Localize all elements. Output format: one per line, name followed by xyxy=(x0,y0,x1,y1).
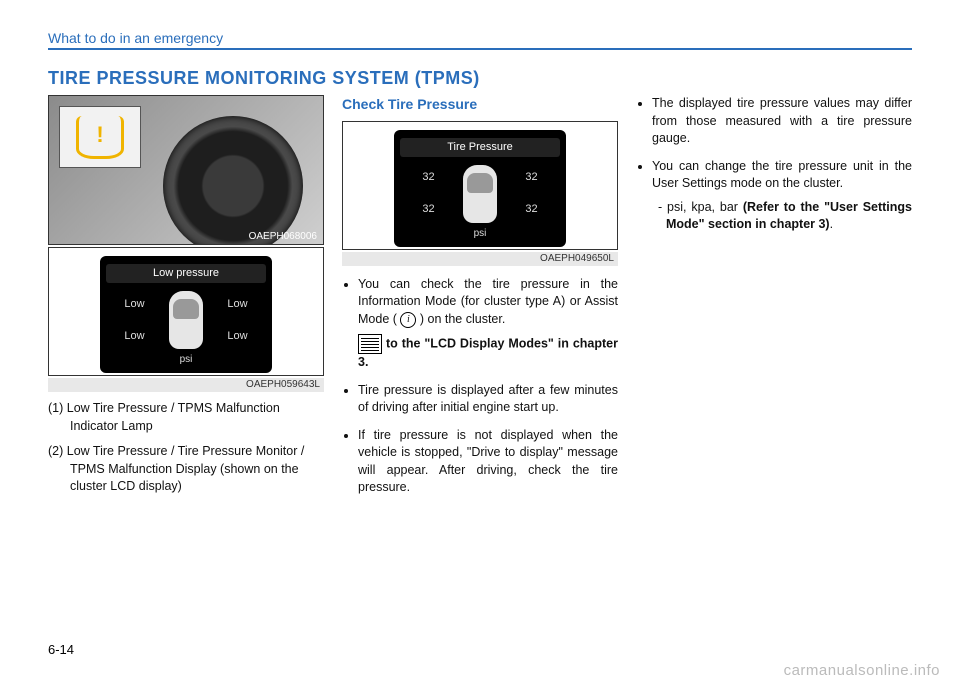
cluster-title: Tire Pressure xyxy=(400,138,560,157)
watermark: carmanualsonline.info xyxy=(784,662,940,679)
cluster-title: Low pressure xyxy=(106,264,266,283)
figure-code: OAEPH068006 xyxy=(249,230,321,244)
column-1: ! OAEPH068006 Low pressure Low Low Low L… xyxy=(48,95,324,507)
bullet-values-differ: The displayed tire pressure values may d… xyxy=(652,95,912,148)
bullet-check-pressure: You can check the tire pressure in the I… xyxy=(358,276,618,372)
car-icon xyxy=(169,291,203,349)
header-rule xyxy=(48,48,912,50)
tire-rr: Low xyxy=(227,329,247,344)
book-reference-icon xyxy=(358,334,382,354)
content-columns: ! OAEPH068006 Low pressure Low Low Low L… xyxy=(48,95,912,507)
figure-code: OAEPH059643L xyxy=(48,378,324,392)
pressure-unit: psi xyxy=(106,353,266,367)
pressure-unit: psi xyxy=(400,227,560,241)
info-icon: i xyxy=(400,312,416,328)
column-2: Check Tire Pressure Tire Pressure 32 32 … xyxy=(342,95,618,507)
manual-page: What to do in an emergency TIRE PRESSURE… xyxy=(0,0,960,689)
caption-2: (2) Low Tire Pressure / Tire Pressure Mo… xyxy=(48,443,324,496)
cluster-screen: Tire Pressure 32 32 32 32 psi xyxy=(394,130,566,247)
bullet-display-after-driving: Tire pressure is displayed after a few m… xyxy=(358,382,618,417)
tire-rr: 32 xyxy=(525,202,537,217)
cluster-screen: Low pressure Low Low Low Low psi xyxy=(100,256,272,373)
cluster-figure-tirepressure: Tire Pressure 32 32 32 32 psi xyxy=(342,121,618,250)
tire-fr: Low xyxy=(227,297,247,312)
tire-fl: Low xyxy=(124,297,144,312)
page-title: TIRE PRESSURE MONITORING SYSTEM (TPMS) xyxy=(48,68,912,89)
column-3: The displayed tire pressure values may d… xyxy=(636,95,912,507)
tire-fl: 32 xyxy=(422,170,434,185)
cluster-figure-lowpressure: Low pressure Low Low Low Low psi xyxy=(48,247,324,376)
bullet-change-unit: You can change the tire pressure unit in… xyxy=(652,158,912,234)
section-header: What to do in an emergency xyxy=(48,30,912,46)
figure-code: OAEPH049650L xyxy=(342,252,618,266)
tire-rl: Low xyxy=(124,329,144,344)
bullet-drive-to-display: If tire pressure is not displayed when t… xyxy=(358,427,618,497)
caption-1: (1) Low Tire Pressure / TPMS Malfunction… xyxy=(48,400,324,435)
dashboard-photo: ! OAEPH068006 xyxy=(48,95,324,245)
lcd-modes-reference: to the "LCD Display Modes" in chapter 3. xyxy=(358,337,618,370)
tire-readings-grid: 32 32 32 32 xyxy=(400,165,560,223)
car-icon xyxy=(463,165,497,223)
page-number: 6-14 xyxy=(48,642,74,657)
tire-fr: 32 xyxy=(525,170,537,185)
tire-readings-grid: Low Low Low Low xyxy=(106,291,266,349)
subheading-check-tire-pressure: Check Tire Pressure xyxy=(342,95,618,115)
tpms-warning-icon: ! xyxy=(76,116,124,159)
steering-wheel xyxy=(163,116,303,245)
tire-rl: 32 xyxy=(422,202,434,217)
tpms-warning-callout: ! xyxy=(59,106,141,168)
